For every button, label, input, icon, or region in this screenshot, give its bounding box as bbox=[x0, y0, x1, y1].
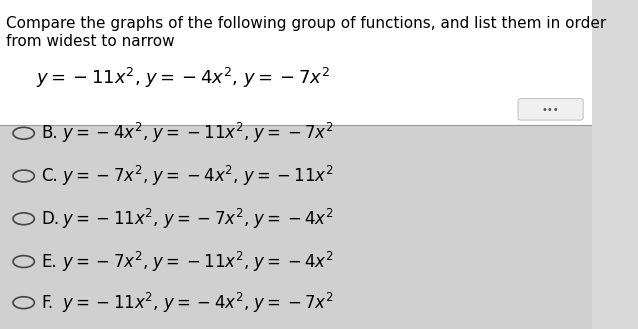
Text: $y=-4x^2$, $y=-11x^2$, $y=-7x^2$: $y=-4x^2$, $y=-11x^2$, $y=-7x^2$ bbox=[62, 121, 334, 145]
Text: D.: D. bbox=[41, 210, 59, 228]
Text: F.: F. bbox=[41, 294, 54, 312]
Text: C.: C. bbox=[41, 167, 58, 185]
FancyBboxPatch shape bbox=[0, 0, 592, 125]
Text: $y=-7x^2$, $y=-4x^2$, $y=-11x^2$: $y=-7x^2$, $y=-4x^2$, $y=-11x^2$ bbox=[62, 164, 334, 188]
FancyBboxPatch shape bbox=[518, 99, 583, 120]
FancyBboxPatch shape bbox=[0, 125, 592, 329]
Text: $y=-11x^2$, $y=-7x^2$, $y=-4x^2$: $y=-11x^2$, $y=-7x^2$, $y=-4x^2$ bbox=[62, 207, 334, 231]
Text: $y=-11x^2$, $y=-4x^2$, $y=-7x^2$: $y=-11x^2$, $y=-4x^2$, $y=-7x^2$ bbox=[36, 66, 329, 90]
Text: $y=-11x^2$, $y=-4x^2$, $y=-7x^2$: $y=-11x^2$, $y=-4x^2$, $y=-7x^2$ bbox=[62, 291, 334, 315]
Text: •••: ••• bbox=[542, 105, 560, 115]
Text: B.: B. bbox=[41, 124, 58, 142]
Text: E.: E. bbox=[41, 253, 57, 270]
Text: $y=-7x^2$, $y=-11x^2$, $y=-4x^2$: $y=-7x^2$, $y=-11x^2$, $y=-4x^2$ bbox=[62, 249, 334, 274]
Text: Compare the graphs of the following group of functions, and list them in order f: Compare the graphs of the following grou… bbox=[6, 16, 606, 49]
